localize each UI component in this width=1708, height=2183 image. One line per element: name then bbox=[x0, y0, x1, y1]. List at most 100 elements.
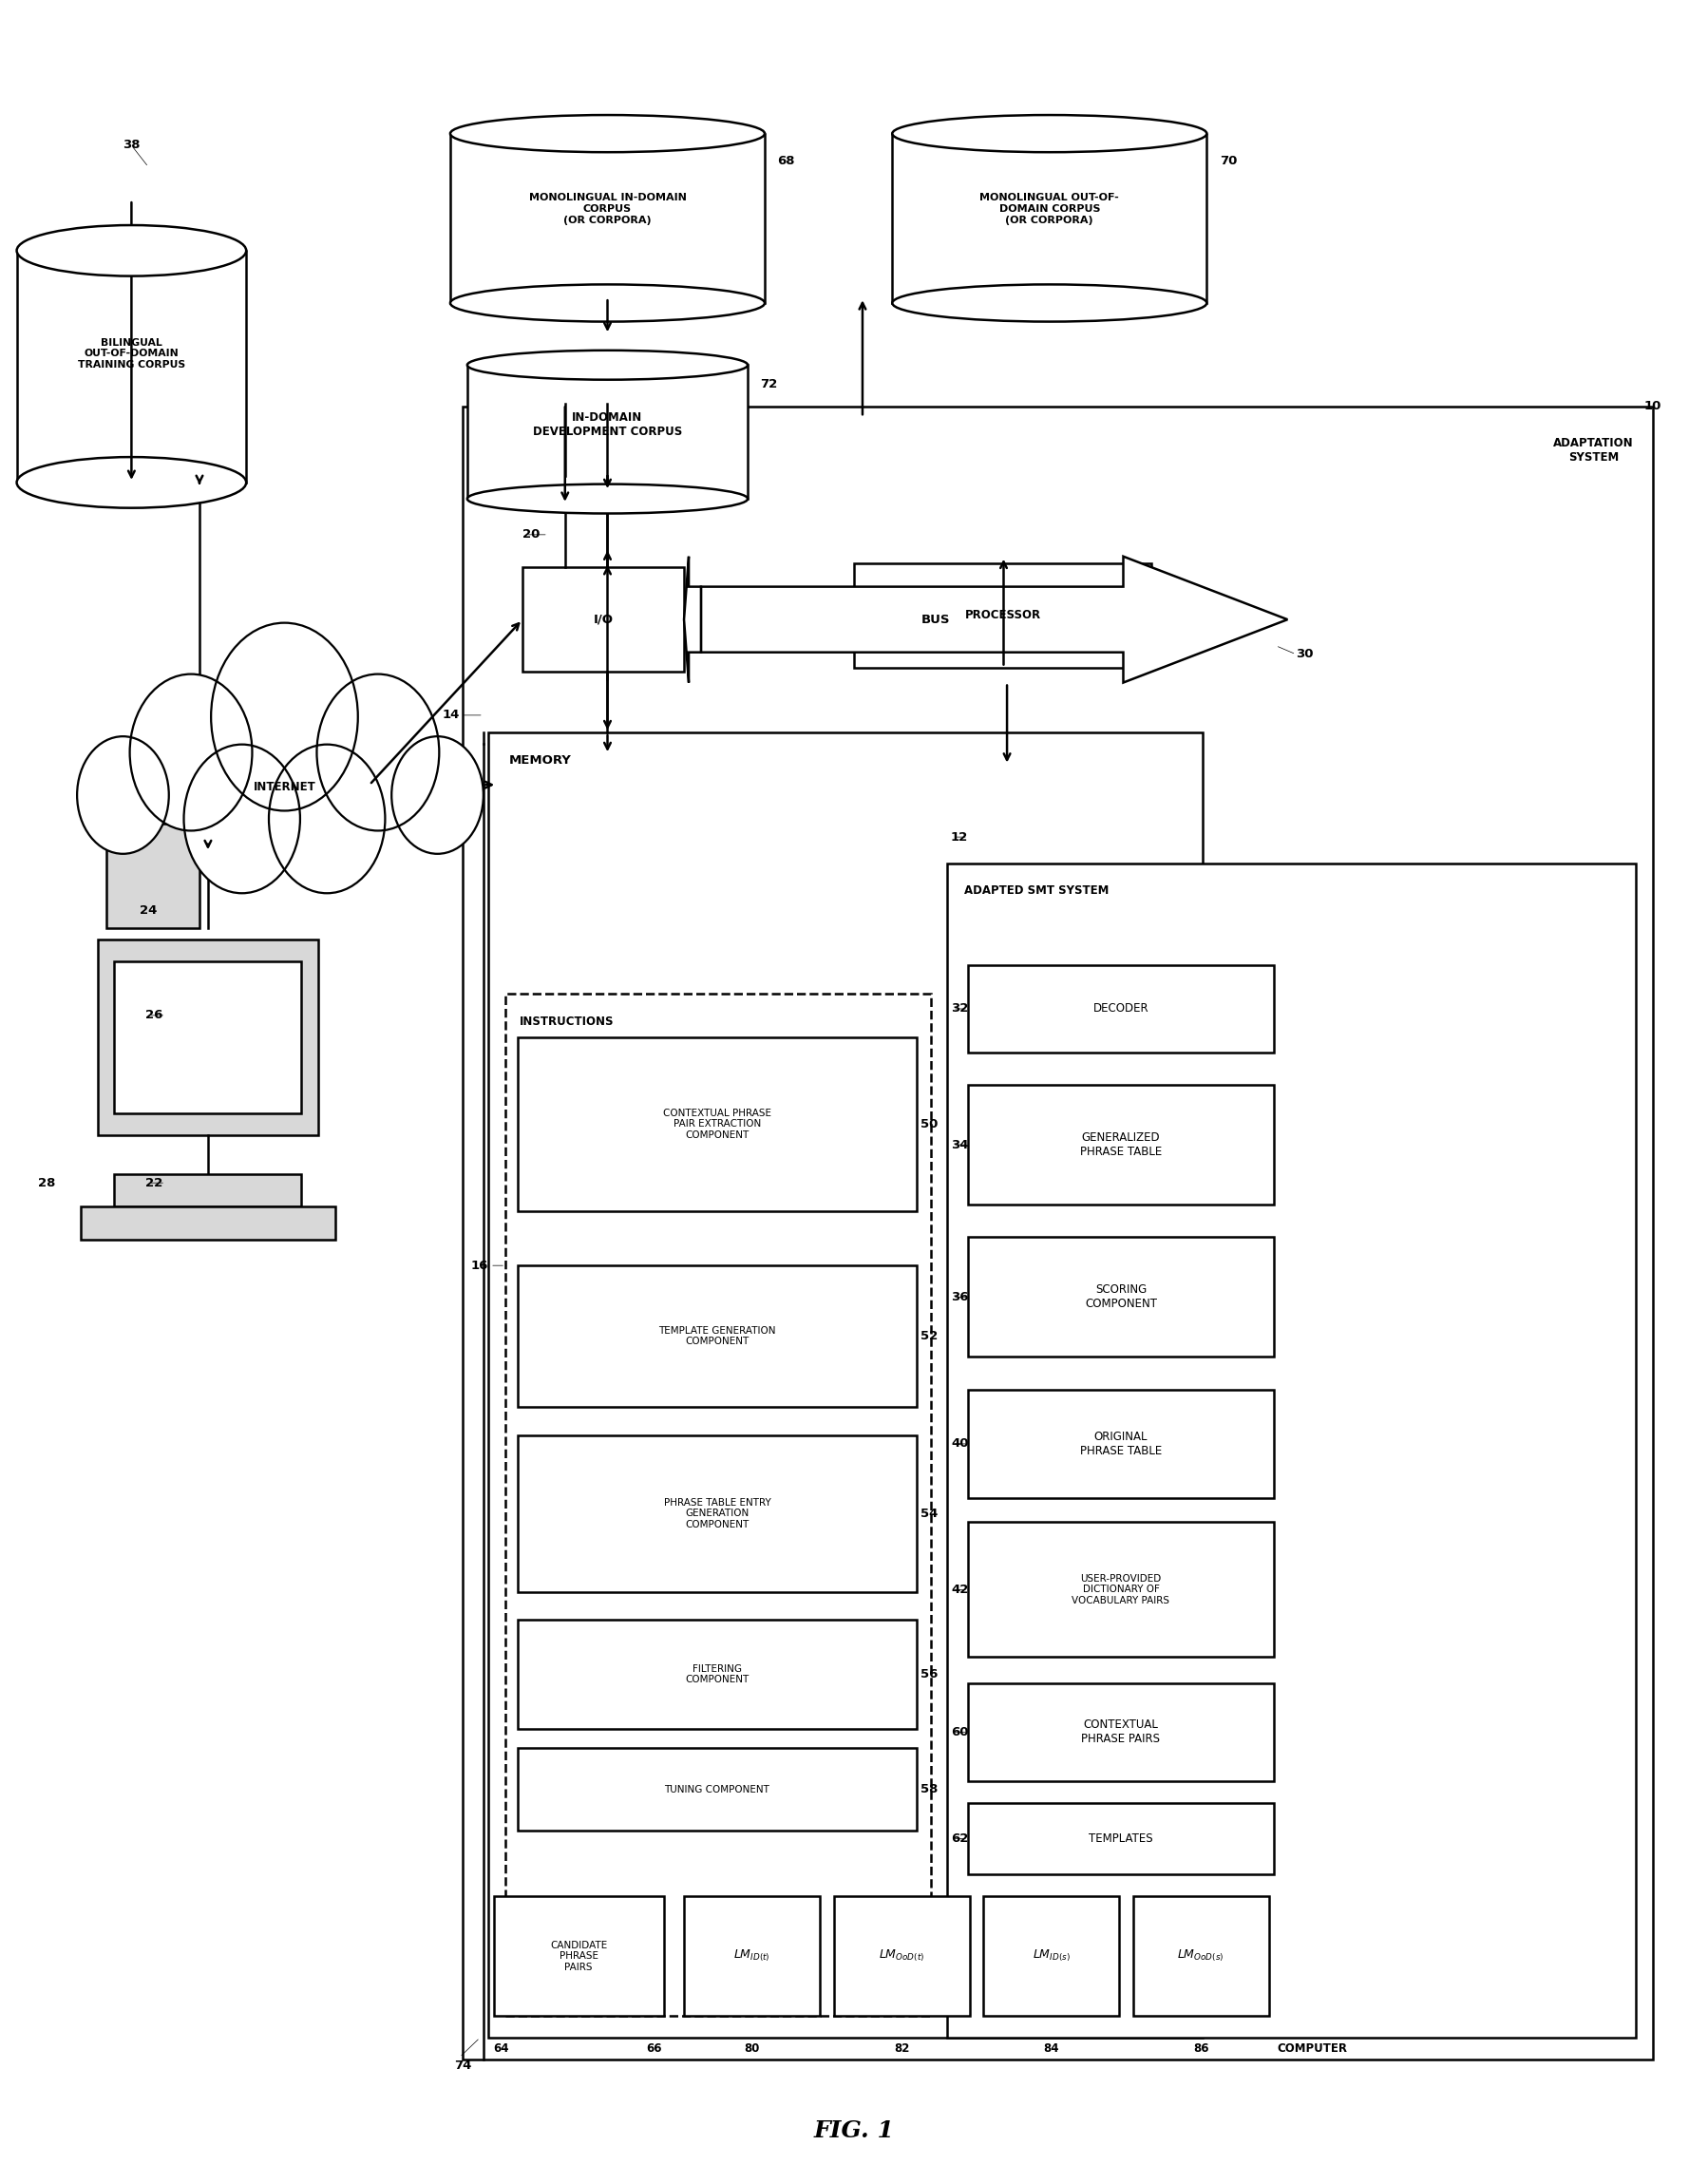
Bar bbox=[494, 1897, 664, 2015]
Text: 40: 40 bbox=[951, 1439, 968, 1450]
Text: CONTEXTUAL
PHRASE PAIRS: CONTEXTUAL PHRASE PAIRS bbox=[1081, 1718, 1160, 1746]
Text: CANDIDATE
PHRASE
PAIRS: CANDIDATE PHRASE PAIRS bbox=[550, 1941, 608, 1971]
Ellipse shape bbox=[468, 485, 748, 513]
Text: GENERALIZED
PHRASE TABLE: GENERALIZED PHRASE TABLE bbox=[1079, 1131, 1161, 1159]
Bar bbox=[114, 1174, 302, 1207]
Bar bbox=[523, 568, 683, 672]
Text: I/O: I/O bbox=[593, 613, 613, 627]
Ellipse shape bbox=[17, 225, 246, 275]
Ellipse shape bbox=[451, 116, 765, 153]
Text: $LM_{OoD(s)}$: $LM_{OoD(s)}$ bbox=[1177, 1947, 1225, 1965]
Text: 62: 62 bbox=[951, 1832, 968, 1845]
Text: 50: 50 bbox=[921, 1118, 938, 1131]
Text: $LM_{ID(t)}$: $LM_{ID(t)}$ bbox=[734, 1947, 770, 1965]
Bar bbox=[948, 862, 1636, 2037]
Text: TUNING COMPONENT: TUNING COMPONENT bbox=[664, 1786, 770, 1794]
Bar bbox=[892, 133, 1208, 303]
Text: ADAPTED SMT SYSTEM: ADAPTED SMT SYSTEM bbox=[965, 884, 1108, 897]
Text: COMPUTER: COMPUTER bbox=[1278, 2041, 1348, 2054]
Text: 86: 86 bbox=[1192, 2041, 1209, 2054]
Text: 60: 60 bbox=[951, 1727, 968, 1738]
Text: 22: 22 bbox=[145, 1177, 162, 1190]
Text: 34: 34 bbox=[951, 1140, 968, 1150]
Text: 42: 42 bbox=[951, 1583, 968, 1596]
Bar bbox=[80, 1207, 335, 1240]
Ellipse shape bbox=[451, 284, 765, 321]
Text: 24: 24 bbox=[140, 904, 157, 917]
Text: DECODER: DECODER bbox=[1093, 1002, 1149, 1015]
Text: BILINGUAL
OUT-OF-DOMAIN
TRAINING CORPUS: BILINGUAL OUT-OF-DOMAIN TRAINING CORPUS bbox=[79, 338, 184, 369]
Text: 36: 36 bbox=[951, 1290, 968, 1303]
Text: 58: 58 bbox=[921, 1784, 938, 1797]
Bar bbox=[1132, 1897, 1269, 2015]
Text: 32: 32 bbox=[951, 1002, 968, 1015]
Text: MEMORY: MEMORY bbox=[509, 755, 572, 766]
Polygon shape bbox=[683, 557, 700, 683]
Ellipse shape bbox=[892, 284, 1208, 321]
Bar bbox=[17, 251, 246, 482]
Bar bbox=[518, 1749, 917, 1832]
Text: 10: 10 bbox=[1645, 399, 1662, 413]
Bar bbox=[834, 1897, 970, 2015]
Text: 26: 26 bbox=[145, 1009, 162, 1022]
Bar bbox=[968, 1391, 1274, 1498]
Circle shape bbox=[316, 675, 439, 832]
Text: 30: 30 bbox=[1296, 648, 1313, 661]
Bar bbox=[518, 1434, 917, 1591]
Bar bbox=[106, 823, 200, 928]
Text: SCORING
COMPONENT: SCORING COMPONENT bbox=[1085, 1284, 1156, 1310]
Text: MONOLINGUAL OUT-OF-
DOMAIN CORPUS
(OR CORPORA): MONOLINGUAL OUT-OF- DOMAIN CORPUS (OR CO… bbox=[980, 194, 1119, 225]
Bar bbox=[518, 1266, 917, 1406]
Bar bbox=[968, 965, 1274, 1052]
Text: $LM_{ID(s)}$: $LM_{ID(s)}$ bbox=[1032, 1947, 1071, 1965]
Text: 82: 82 bbox=[893, 2041, 909, 2054]
Bar bbox=[968, 1522, 1274, 1657]
Ellipse shape bbox=[17, 456, 246, 509]
Bar bbox=[968, 1683, 1274, 1781]
Text: 84: 84 bbox=[1044, 2041, 1059, 2054]
Text: ADAPTATION
SYSTEM: ADAPTATION SYSTEM bbox=[1553, 437, 1635, 463]
Text: 72: 72 bbox=[760, 378, 777, 391]
Bar bbox=[968, 1085, 1274, 1205]
Circle shape bbox=[184, 744, 301, 893]
Text: 28: 28 bbox=[38, 1177, 55, 1190]
Bar bbox=[488, 733, 1202, 2037]
Text: $LM_{OoD(t)}$: $LM_{OoD(t)}$ bbox=[878, 1947, 924, 1965]
Text: BUS: BUS bbox=[921, 613, 950, 627]
Bar bbox=[854, 563, 1151, 668]
Bar bbox=[683, 1897, 820, 2015]
Text: INTERNET: INTERNET bbox=[253, 782, 316, 792]
Text: 56: 56 bbox=[921, 1668, 938, 1681]
Text: 70: 70 bbox=[1220, 155, 1237, 166]
Text: TEMPLATE GENERATION
COMPONENT: TEMPLATE GENERATION COMPONENT bbox=[659, 1325, 775, 1347]
Text: USER-PROVIDED
DICTIONARY OF
VOCABULARY PAIRS: USER-PROVIDED DICTIONARY OF VOCABULARY P… bbox=[1073, 1574, 1170, 1605]
Bar bbox=[97, 939, 318, 1135]
Text: 54: 54 bbox=[921, 1506, 938, 1519]
Text: 18: 18 bbox=[816, 600, 834, 613]
Text: CONTEXTUAL PHRASE
PAIR EXTRACTION
COMPONENT: CONTEXTUAL PHRASE PAIR EXTRACTION COMPON… bbox=[663, 1109, 772, 1140]
Text: 68: 68 bbox=[777, 155, 794, 166]
Bar bbox=[468, 365, 748, 498]
Bar bbox=[463, 406, 1653, 2059]
Text: MONOLINGUAL IN-DOMAIN
CORPUS
(OR CORPORA): MONOLINGUAL IN-DOMAIN CORPUS (OR CORPORA… bbox=[529, 194, 687, 225]
Circle shape bbox=[268, 744, 384, 893]
Circle shape bbox=[130, 675, 253, 832]
Text: FILTERING
COMPONENT: FILTERING COMPONENT bbox=[685, 1663, 750, 1685]
Bar bbox=[114, 961, 302, 1113]
Text: 20: 20 bbox=[523, 528, 540, 541]
Text: ORIGINAL
PHRASE TABLE: ORIGINAL PHRASE TABLE bbox=[1079, 1430, 1161, 1458]
Polygon shape bbox=[700, 557, 1288, 683]
Circle shape bbox=[391, 736, 483, 854]
Ellipse shape bbox=[892, 116, 1208, 153]
Text: TEMPLATES: TEMPLATES bbox=[1088, 1832, 1153, 1845]
Text: 16: 16 bbox=[471, 1260, 488, 1273]
Ellipse shape bbox=[468, 349, 748, 380]
Bar bbox=[984, 1897, 1119, 2015]
Text: 66: 66 bbox=[647, 2041, 663, 2054]
Bar bbox=[968, 1238, 1274, 1358]
Text: 80: 80 bbox=[745, 2041, 760, 2054]
Text: 52: 52 bbox=[921, 1329, 938, 1343]
Circle shape bbox=[212, 622, 359, 810]
Text: 64: 64 bbox=[494, 2041, 509, 2054]
Bar bbox=[518, 1620, 917, 1729]
